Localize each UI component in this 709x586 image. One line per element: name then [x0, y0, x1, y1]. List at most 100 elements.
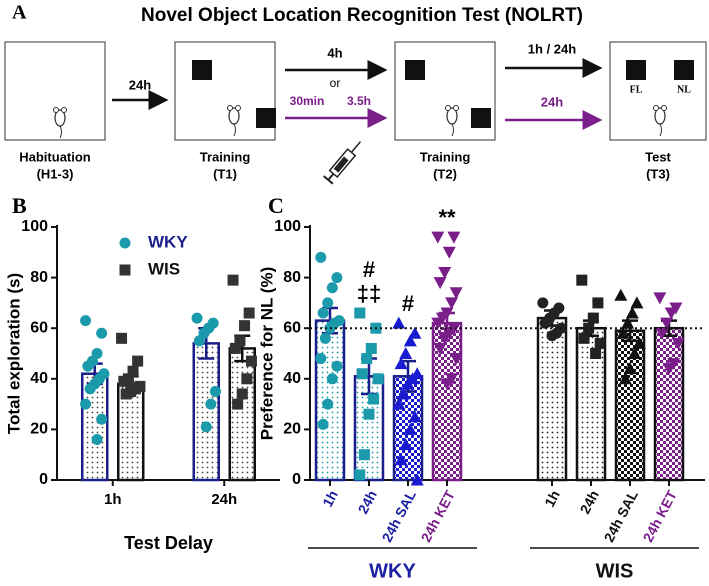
data-point — [84, 383, 96, 395]
data-point — [322, 398, 334, 410]
data-point — [368, 393, 380, 405]
y-tick-label: 20 — [30, 421, 48, 438]
data-point — [354, 307, 366, 319]
arrow-label: or — [330, 76, 341, 90]
annotation: # — [363, 257, 375, 282]
data-point — [82, 360, 94, 372]
data-point — [653, 292, 667, 305]
data-point — [671, 337, 685, 350]
data-point — [232, 398, 244, 410]
data-point — [234, 335, 246, 347]
annotation: # — [402, 291, 414, 316]
data-point — [539, 317, 551, 329]
data-point — [664, 307, 678, 320]
data-point — [632, 336, 646, 349]
data-point — [445, 297, 459, 310]
object-label: NL — [677, 84, 691, 95]
syringe — [323, 141, 362, 185]
annotation: ‡‡ — [357, 281, 381, 306]
data-point — [193, 335, 205, 347]
stage-label: Test — [645, 149, 671, 164]
data-point — [205, 398, 217, 410]
y-tick-label: 80 — [283, 269, 301, 286]
panel-label: B — [12, 193, 27, 218]
data-point — [655, 327, 669, 340]
data-point — [96, 327, 108, 339]
object — [192, 60, 212, 80]
data-point — [583, 322, 595, 334]
data-point — [209, 385, 221, 397]
stage-sublabel: (H1-3) — [37, 166, 74, 181]
data-point — [315, 353, 327, 365]
data-point — [394, 453, 408, 466]
y-tick-label: 100 — [21, 218, 48, 235]
y-tick-label: 80 — [30, 269, 48, 286]
data-point — [91, 434, 103, 446]
data-point — [433, 277, 447, 290]
data-point — [227, 274, 239, 286]
data-point — [630, 296, 644, 309]
data-point — [229, 342, 241, 354]
x-tick-label: 1h — [104, 491, 122, 508]
data-point — [594, 337, 606, 349]
data-point — [319, 332, 331, 344]
data-point — [239, 320, 251, 332]
legend-label: WKY — [148, 232, 188, 251]
data-point — [361, 353, 373, 365]
data-point — [587, 312, 599, 324]
y-tick-label: 0 — [292, 471, 301, 488]
object-label: FL — [630, 84, 643, 95]
data-point — [191, 312, 203, 324]
y-tick-label: 60 — [283, 319, 301, 336]
data-point — [363, 408, 375, 420]
data-point — [80, 315, 92, 327]
data-point — [660, 317, 674, 330]
data-point — [628, 347, 642, 359]
data-point — [431, 231, 445, 244]
data-point — [662, 363, 676, 376]
bar — [653, 326, 685, 482]
y-axis-label: Preference for NL (%) — [257, 267, 276, 441]
arrow-label: 30min — [290, 94, 325, 108]
data-point — [326, 282, 338, 294]
data-point — [396, 387, 410, 400]
data-point — [354, 469, 366, 481]
data-point — [399, 438, 413, 451]
y-tick-label: 40 — [283, 370, 301, 387]
stage-sublabel: (T1) — [213, 166, 237, 181]
legend-label: WIS — [148, 259, 180, 278]
arrow-label: 4h — [327, 45, 342, 60]
data-point — [392, 397, 406, 410]
data-point — [116, 332, 128, 344]
data-point — [449, 287, 463, 300]
panel-a: A Novel Object Location Recognition Test… — [4, 2, 707, 185]
data-point — [408, 410, 422, 423]
data-point — [317, 418, 329, 430]
panel-label: C — [268, 193, 284, 218]
data-point — [438, 267, 452, 280]
bar — [536, 316, 568, 482]
data-point — [592, 297, 604, 309]
data-point — [399, 347, 413, 359]
data-point — [241, 373, 253, 385]
data-point — [578, 332, 590, 344]
data-point — [392, 316, 406, 329]
data-point — [408, 326, 422, 339]
data-point — [120, 388, 132, 400]
data-point — [331, 272, 343, 284]
data-point — [236, 388, 248, 400]
arrow-label: 24h — [129, 77, 151, 92]
object — [256, 108, 276, 128]
x-tick-label: 24h — [211, 491, 237, 508]
x-tick-label: 24h KET — [417, 487, 458, 544]
data-point — [132, 355, 144, 367]
object — [471, 108, 491, 128]
data-point — [365, 342, 377, 354]
bar — [228, 347, 256, 482]
data-point — [372, 373, 384, 385]
panel-label: A — [12, 2, 27, 24]
data-point — [442, 246, 456, 259]
x-tick-label: 1h — [541, 488, 563, 510]
data-point — [331, 360, 343, 372]
